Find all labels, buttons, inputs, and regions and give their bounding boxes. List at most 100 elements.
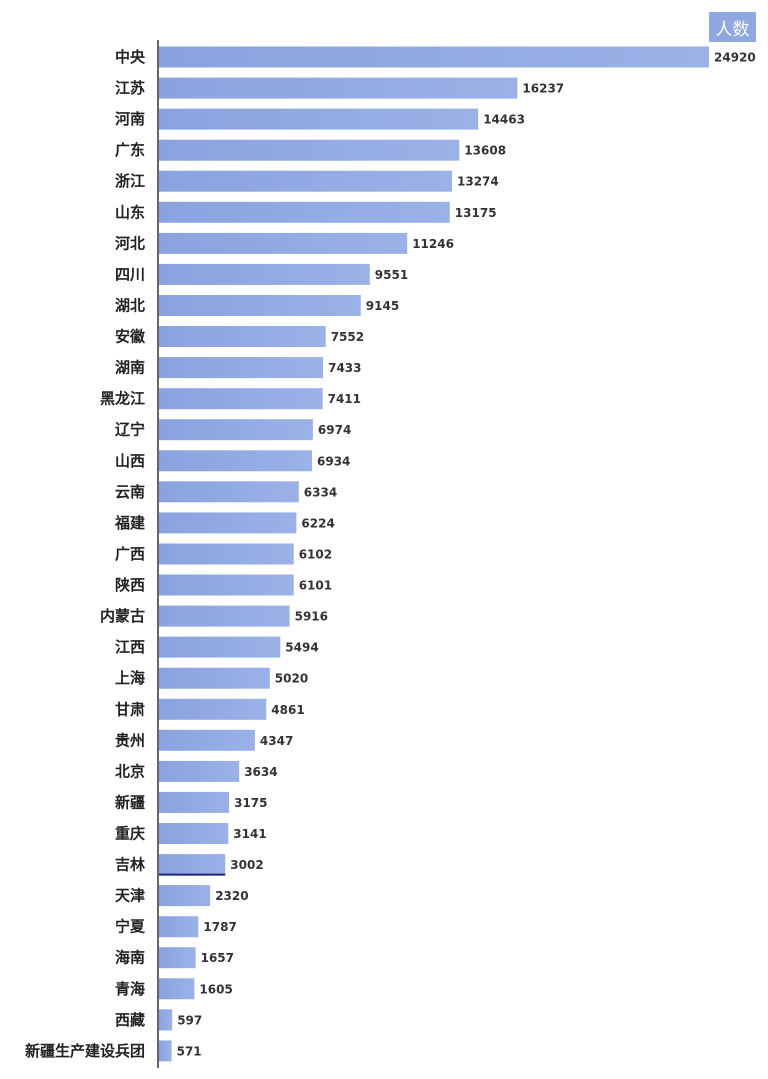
bars-group (159, 46, 709, 1062)
category-label-15: 福建 (114, 514, 146, 532)
bar-20 (159, 667, 270, 689)
value-label-26: 3002 (230, 858, 263, 872)
bar-9 (159, 326, 326, 347)
bar-1 (159, 77, 518, 99)
category-label-16: 广西 (115, 545, 145, 563)
category-label-21: 甘肃 (115, 700, 145, 718)
value-label-18: 5916 (295, 610, 328, 624)
category-label-22: 贵州 (115, 731, 145, 749)
value-label-22: 4347 (260, 734, 293, 748)
value-label-28: 1787 (203, 920, 236, 934)
category-label-28: 宁夏 (115, 918, 146, 936)
category-label-27: 天津 (115, 887, 145, 905)
value-label-15: 6224 (301, 516, 334, 530)
bar-22 (159, 729, 255, 751)
value-label-29: 1657 (201, 951, 234, 965)
value-label-4: 13274 (457, 175, 499, 189)
category-label-0: 中央 (115, 48, 146, 66)
category-label-6: 河北 (115, 234, 145, 252)
value-label-20: 5020 (275, 672, 308, 686)
bar-10 (159, 357, 324, 379)
value-labels: 24920 16237 14463 13608 13274 13175 11246 9551 9… (177, 51, 756, 1059)
category-label-13: 山西 (115, 452, 145, 470)
bar-13 (159, 450, 312, 472)
bar-4 (159, 170, 452, 192)
value-label-5: 13175 (455, 206, 497, 220)
bar-14 (159, 481, 299, 503)
bar-18 (159, 605, 290, 627)
value-label-6: 11246 (412, 237, 454, 251)
bar-7 (159, 263, 370, 285)
bar-3 (159, 139, 460, 161)
value-label-30: 1605 (199, 982, 232, 996)
value-label-3: 13608 (464, 144, 506, 158)
bar-19 (159, 636, 281, 658)
value-label-7: 9551 (375, 268, 408, 282)
category-label-12: 辽宁 (115, 421, 145, 439)
value-label-10: 7433 (328, 361, 361, 375)
bar-16 (159, 543, 294, 565)
bar-15 (159, 512, 297, 534)
bar-25 (159, 823, 229, 844)
category-label-29: 海南 (115, 949, 145, 967)
bar-17 (159, 574, 294, 596)
value-label-24: 3175 (234, 796, 267, 810)
value-label-2: 14463 (483, 113, 525, 127)
value-label-32: 571 (177, 1044, 202, 1058)
bar-31 (159, 1009, 173, 1031)
bar-2 (159, 108, 479, 130)
category-label-1: 江苏 (115, 79, 145, 97)
category-label-11: 黑龙江 (100, 390, 145, 408)
value-label-0: 24920 (714, 51, 756, 65)
category-label-19: 江西 (115, 638, 145, 656)
category-labels: 中央江苏河南广东浙江山东河北四川湖北安徽湖南黑龙江辽宁山西云南福建广西陕西内蒙古… (25, 48, 146, 1060)
category-label-9: 安徽 (115, 328, 146, 346)
bar-28 (159, 916, 199, 938)
category-label-18: 内蒙古 (100, 607, 145, 625)
category-label-7: 四川 (115, 265, 145, 283)
bar-0 (159, 46, 709, 68)
value-label-9: 7552 (331, 330, 364, 344)
category-label-32: 新疆生产建设兵团 (25, 1042, 145, 1060)
category-label-14: 云南 (115, 483, 145, 501)
value-label-11: 7411 (328, 392, 361, 406)
category-label-30: 青海 (115, 980, 145, 998)
value-label-21: 4861 (271, 703, 304, 717)
bar-11 (159, 388, 323, 410)
value-label-19: 5494 (285, 641, 318, 655)
category-label-25: 重庆 (115, 825, 145, 843)
value-label-27: 2320 (215, 889, 248, 903)
value-label-17: 6101 (299, 579, 332, 593)
category-label-26: 吉林 (115, 856, 146, 874)
bar-21 (159, 698, 267, 720)
value-label-14: 6334 (304, 485, 337, 499)
value-label-12: 6974 (318, 423, 351, 437)
category-label-17: 陕西 (115, 576, 145, 594)
bar-23 (159, 760, 240, 782)
bar-26 (159, 854, 226, 876)
bar-30 (159, 978, 195, 1000)
bar-12 (159, 419, 313, 441)
bar-24 (159, 791, 230, 813)
category-label-4: 浙江 (115, 172, 145, 190)
bar-5 (159, 201, 450, 223)
category-label-2: 河南 (115, 110, 145, 128)
category-label-10: 湖南 (115, 359, 145, 377)
bar-6 (159, 232, 408, 254)
value-label-8: 9145 (366, 299, 399, 313)
bar-8 (159, 295, 361, 316)
category-label-23: 北京 (115, 762, 145, 780)
value-label-16: 6102 (299, 548, 332, 562)
category-label-31: 西藏 (115, 1011, 145, 1029)
bar-27 (159, 885, 211, 907)
category-label-3: 广东 (115, 141, 145, 159)
value-label-13: 6934 (317, 454, 350, 468)
category-label-24: 新疆 (115, 793, 145, 811)
category-label-5: 山东 (115, 203, 145, 221)
bar-29 (159, 947, 196, 969)
category-label-20: 上海 (115, 669, 145, 687)
legend-unit-badge: 人数 (709, 12, 756, 42)
value-label-25: 3141 (233, 827, 266, 841)
bar-32 (159, 1040, 172, 1062)
